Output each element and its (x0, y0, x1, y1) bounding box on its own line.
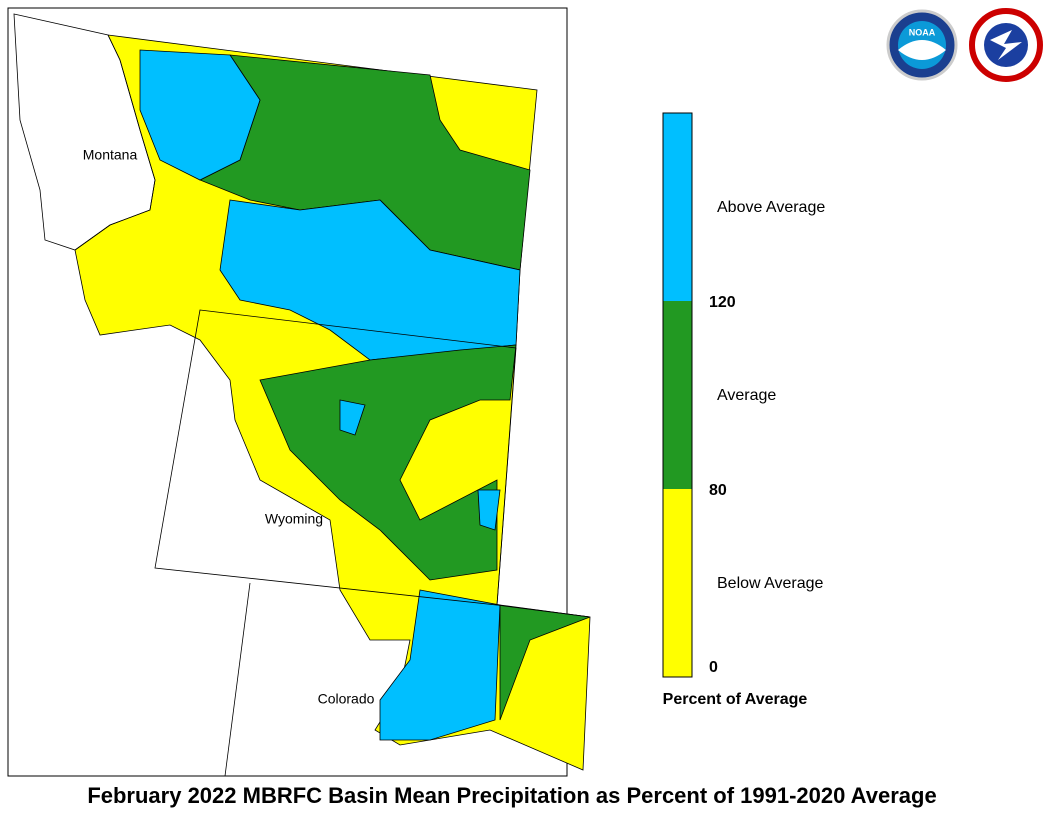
legend-tick: 0 (709, 659, 718, 676)
legend-swatch (663, 301, 692, 489)
basin-region (139, 49, 261, 181)
legend-label: Below Average (717, 575, 824, 592)
state-border (224, 582, 591, 777)
basin-region (477, 489, 501, 531)
state-border (13, 13, 156, 251)
state-label: Montana (83, 147, 138, 163)
page-title: February 2022 MBRFC Basin Mean Precipita… (87, 783, 936, 808)
noaa-logo: NOAA (886, 9, 958, 81)
legend-label: Above Average (717, 199, 825, 216)
state-label: Wyoming (265, 511, 323, 527)
legend-swatch (663, 489, 692, 677)
legend-box (662, 112, 693, 678)
legend-label: Average (717, 387, 776, 404)
legend-title: Percent of Average (663, 691, 808, 708)
legend-tick: 80 (709, 482, 727, 499)
legend-swatch (663, 113, 692, 301)
legend-tick: 120 (709, 294, 736, 311)
nws-logo (969, 8, 1043, 82)
basin-region (259, 344, 517, 581)
legend: Below Average Average Above Average 0 80 120 (662, 112, 825, 678)
basin-region (339, 399, 366, 436)
logo-text: NOAA (909, 27, 936, 37)
basin-region (379, 589, 501, 741)
state-label: Colorado (318, 691, 375, 707)
basin-regions (74, 34, 591, 771)
